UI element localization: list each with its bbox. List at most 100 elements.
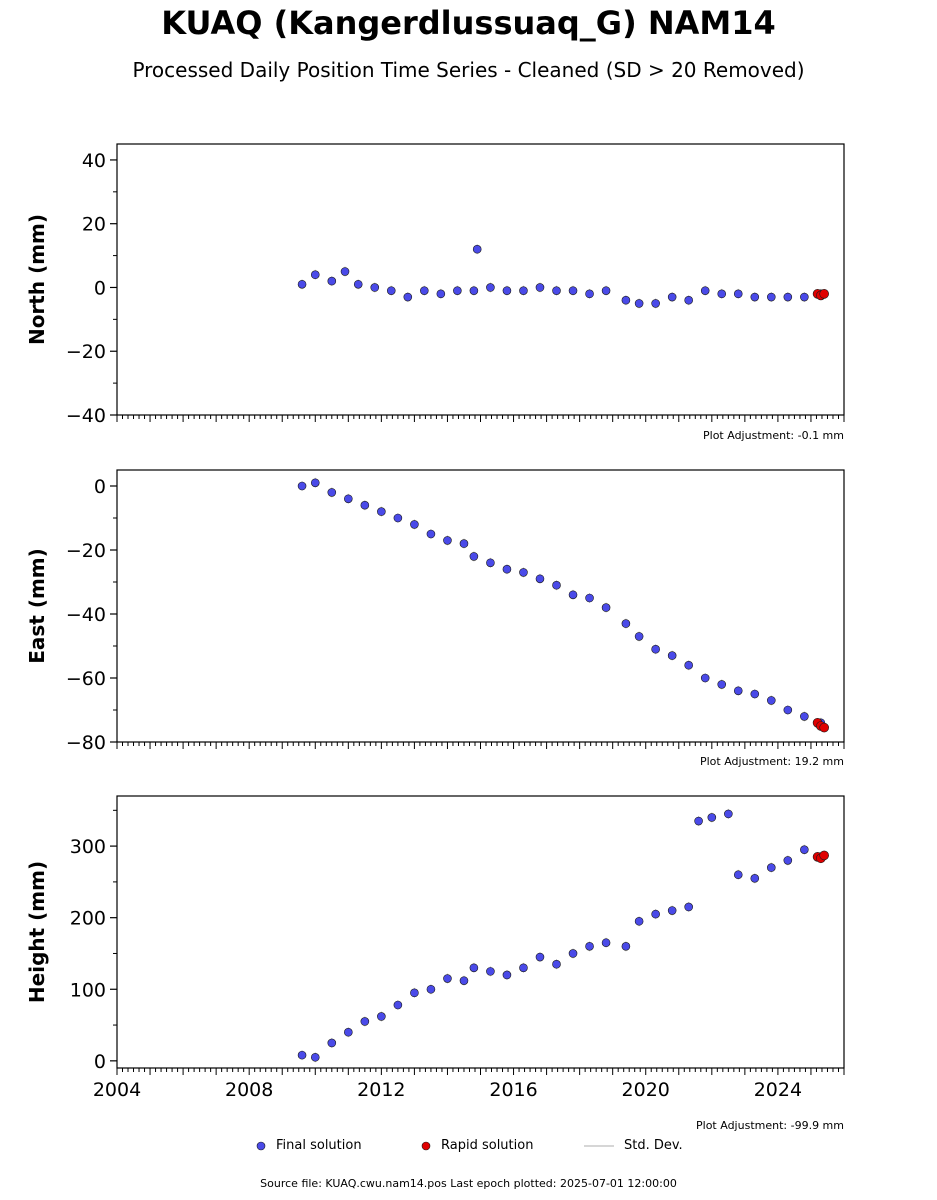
north-y-axis-label: North (mm) bbox=[25, 214, 49, 345]
height-y-tick-label: 0 bbox=[94, 1051, 106, 1073]
height-final-point bbox=[519, 963, 528, 973]
chart-title: KUAQ (Kangerdlussuaq_G) NAM14 bbox=[161, 4, 776, 42]
height-y-tick-label: 100 bbox=[70, 979, 106, 1001]
east-final-point bbox=[750, 689, 760, 699]
north-final-point bbox=[297, 279, 307, 289]
height-y-tick-label: 300 bbox=[70, 836, 106, 858]
north-final-point bbox=[634, 299, 644, 308]
height-final-point bbox=[750, 874, 760, 883]
x-tick-label: 2008 bbox=[225, 1079, 273, 1101]
height-final-point bbox=[800, 845, 809, 854]
north-y-tick-label: −40 bbox=[66, 405, 106, 427]
north-final-point bbox=[717, 289, 727, 299]
legend-label-std: Std. Dev. bbox=[624, 1138, 683, 1153]
east-y-tick-label: −40 bbox=[66, 604, 106, 626]
height-final-point bbox=[377, 1012, 386, 1021]
east-final-point bbox=[535, 574, 545, 584]
height-final-point bbox=[707, 813, 717, 822]
north-final-point bbox=[502, 286, 512, 295]
height-final-point bbox=[297, 1050, 307, 1060]
east-rapid-point bbox=[819, 722, 829, 733]
east-final-point bbox=[377, 507, 386, 516]
height-final-point bbox=[535, 952, 545, 962]
source-footnote: Source file: KUAQ.cwu.nam14.pos Last epo… bbox=[260, 1177, 677, 1190]
height-final-point bbox=[724, 809, 733, 819]
east-plot-adjustment: Plot Adjustment: 19.2 mm bbox=[699, 755, 844, 768]
height-final-point bbox=[552, 959, 561, 969]
north-final-point bbox=[552, 286, 561, 295]
std-dev-line-icon bbox=[584, 1144, 614, 1147]
height-plot-frame bbox=[116, 795, 845, 1069]
east-final-point bbox=[469, 552, 479, 561]
height-final-point bbox=[393, 1000, 403, 1010]
north-final-point bbox=[327, 276, 337, 286]
north-final-point bbox=[403, 292, 413, 302]
east-final-point bbox=[634, 632, 644, 641]
east-final-point bbox=[684, 660, 693, 670]
north-final-point bbox=[486, 283, 495, 292]
height-final-point bbox=[410, 988, 419, 998]
north-final-point bbox=[585, 289, 594, 299]
east-final-point bbox=[800, 712, 809, 721]
east-final-point bbox=[700, 673, 710, 683]
north-final-point bbox=[800, 292, 809, 302]
north-final-point bbox=[684, 295, 693, 305]
north-final-point bbox=[651, 299, 660, 308]
east-final-point bbox=[783, 705, 793, 715]
east-y-tick-label: −20 bbox=[66, 540, 106, 562]
height-final-point bbox=[360, 1017, 370, 1026]
north-final-point bbox=[535, 283, 545, 292]
north-final-point bbox=[667, 292, 677, 302]
height-final-point bbox=[502, 970, 512, 980]
north-final-point bbox=[353, 279, 363, 289]
height-final-point bbox=[459, 976, 469, 985]
north-final-point bbox=[453, 286, 462, 295]
east-final-point bbox=[410, 520, 419, 529]
east-panel: −80 −60 −40 −20 0 East (mm) bbox=[25, 469, 845, 754]
legend-item-final: Final solution bbox=[256, 1138, 362, 1153]
height-rapid-point bbox=[819, 850, 829, 861]
north-final-point bbox=[519, 286, 528, 295]
east-final-point bbox=[393, 513, 403, 523]
legend-item-rapid: Rapid solution bbox=[421, 1138, 533, 1153]
east-final-point bbox=[443, 536, 452, 545]
legend: Final solution Rapid solution Std. Dev. bbox=[0, 1138, 937, 1158]
height-final-point bbox=[667, 906, 677, 915]
height-final-point bbox=[766, 863, 776, 872]
north-final-point bbox=[601, 286, 611, 295]
east-y-tick-label: −80 bbox=[66, 732, 106, 754]
north-y-tick-label: 40 bbox=[82, 150, 106, 172]
north-plot-frame bbox=[116, 143, 845, 416]
height-final-point bbox=[568, 949, 578, 958]
north-final-point bbox=[436, 289, 446, 299]
east-final-point bbox=[327, 488, 337, 497]
height-final-point bbox=[327, 1038, 337, 1048]
east-final-point bbox=[601, 603, 611, 612]
north-rapid-point bbox=[819, 289, 829, 299]
legend-label-final: Final solution bbox=[276, 1138, 362, 1153]
north-panel: −40 −20 0 20 40 North (mm) bbox=[25, 143, 845, 427]
height-y-tick-label: 200 bbox=[70, 908, 106, 930]
x-tick-label: 2016 bbox=[489, 1079, 537, 1101]
east-final-point bbox=[426, 529, 436, 539]
east-y-tick-label: −60 bbox=[66, 668, 106, 690]
north-y-tick-label: −20 bbox=[66, 341, 106, 363]
legend-item-std: Std. Dev. bbox=[584, 1138, 683, 1153]
north-final-point bbox=[733, 289, 743, 299]
east-plot-frame bbox=[116, 469, 845, 743]
east-final-point bbox=[552, 580, 561, 590]
height-final-point bbox=[601, 938, 611, 948]
north-y-tick-label: 20 bbox=[82, 214, 106, 236]
east-final-point bbox=[651, 644, 660, 654]
height-final-point bbox=[694, 816, 703, 826]
east-final-point bbox=[344, 494, 353, 504]
x-tick-label: 2020 bbox=[622, 1079, 670, 1101]
east-final-point bbox=[568, 590, 578, 600]
height-final-point bbox=[634, 916, 644, 926]
north-final-point bbox=[340, 267, 350, 276]
height-panel: 2004 2008 2012 2016 2020 2024 0 100 200 300 Height… bbox=[25, 795, 845, 1101]
height-y-axis-label: Height (mm) bbox=[25, 861, 49, 1003]
east-final-point bbox=[519, 568, 528, 577]
east-y-tick-label: 0 bbox=[94, 476, 106, 498]
east-final-point bbox=[621, 619, 631, 628]
